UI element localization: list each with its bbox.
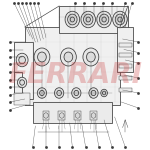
- Circle shape: [20, 80, 24, 85]
- Circle shape: [86, 17, 90, 22]
- Circle shape: [97, 11, 111, 28]
- Bar: [58, 111, 65, 120]
- Circle shape: [118, 17, 122, 22]
- Bar: [74, 111, 81, 120]
- Circle shape: [64, 52, 73, 62]
- Bar: [119, 53, 132, 57]
- Circle shape: [16, 53, 28, 67]
- Circle shape: [91, 90, 96, 96]
- Circle shape: [72, 88, 81, 98]
- Circle shape: [101, 89, 107, 97]
- Circle shape: [68, 14, 77, 25]
- Circle shape: [81, 11, 96, 28]
- Circle shape: [75, 113, 80, 118]
- Circle shape: [54, 88, 64, 98]
- Circle shape: [87, 52, 95, 62]
- Circle shape: [65, 11, 80, 28]
- Circle shape: [113, 11, 127, 28]
- Bar: [14, 72, 22, 93]
- Circle shape: [70, 17, 75, 22]
- Circle shape: [44, 113, 48, 118]
- Circle shape: [19, 56, 25, 64]
- Bar: [119, 88, 132, 92]
- Bar: [43, 111, 49, 120]
- Bar: [14, 42, 33, 99]
- Circle shape: [74, 90, 79, 96]
- Circle shape: [83, 48, 99, 66]
- Bar: [90, 111, 97, 120]
- Bar: [119, 43, 132, 46]
- Bar: [59, 6, 128, 33]
- Circle shape: [37, 88, 46, 98]
- Circle shape: [102, 17, 106, 22]
- Bar: [25, 27, 120, 105]
- Circle shape: [91, 113, 96, 118]
- Bar: [119, 64, 132, 68]
- Circle shape: [89, 88, 98, 98]
- Bar: [33, 102, 112, 123]
- Circle shape: [99, 14, 109, 25]
- Circle shape: [102, 91, 106, 95]
- Circle shape: [57, 90, 62, 96]
- Circle shape: [59, 113, 64, 118]
- Text: FERRARI: FERRARI: [8, 61, 142, 89]
- Circle shape: [17, 77, 27, 88]
- Bar: [117, 27, 133, 72]
- Circle shape: [115, 14, 125, 25]
- Circle shape: [38, 52, 46, 62]
- Circle shape: [60, 48, 76, 66]
- Circle shape: [40, 90, 44, 96]
- Circle shape: [84, 14, 93, 25]
- Bar: [14, 93, 30, 105]
- Bar: [119, 76, 132, 80]
- Circle shape: [34, 48, 50, 66]
